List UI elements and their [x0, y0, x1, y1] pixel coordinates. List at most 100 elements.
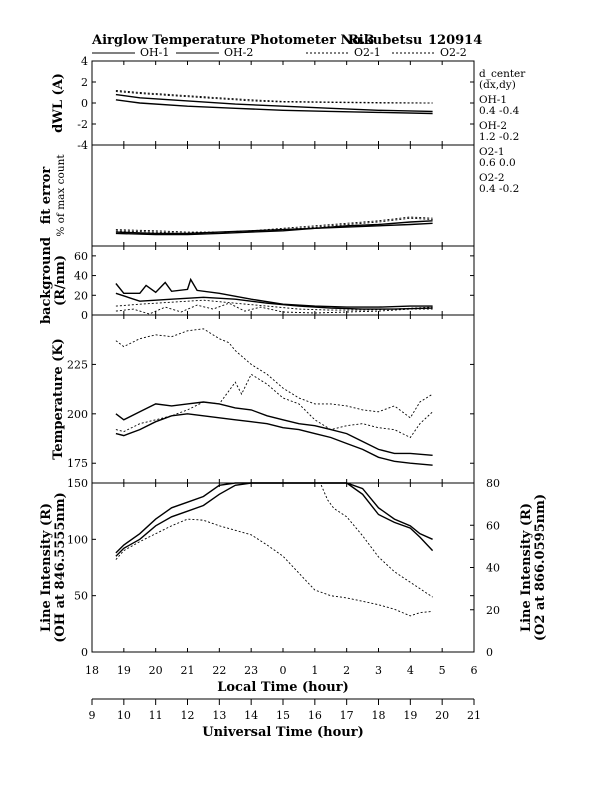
chart-title-instrument: Airglow Temperature Photometer No.3 — [91, 33, 374, 48]
chart-title-site: Rikubetsu — [348, 33, 422, 48]
y-right-tick-label: 20 — [486, 604, 500, 617]
series-line-dwl-o21 — [115, 91, 433, 104]
y-tick-label: 50 — [74, 590, 88, 603]
y-tick-label: 175 — [67, 457, 88, 470]
y-tick-label: 4 — [81, 55, 88, 68]
series-line-background-oh2 — [115, 292, 433, 310]
series-line-line_intensity-o21 — [115, 518, 433, 617]
y-tick-label: 100 — [67, 533, 88, 546]
y-axis-label-secondary: (OH at 846.5555nm) — [53, 492, 68, 642]
local-time-tick-label: 6 — [471, 664, 478, 677]
y-tick-label: -4 — [77, 139, 88, 152]
local-time-tick-label: 2 — [343, 664, 350, 677]
universal-time-tick-label: 20 — [435, 709, 449, 722]
universal-time-tick-label: 19 — [403, 709, 417, 722]
series-line-line_intensity-oh2 — [115, 482, 434, 557]
y-axis-label: fit error — [39, 167, 54, 225]
series-line-line_intensity-o22 — [320, 484, 433, 598]
y-right-axis-label: Line Intensity (R) — [519, 503, 534, 632]
local-time-tick-label: 1 — [311, 664, 318, 677]
side-info-oh2-value: 1.2 -0.2 — [479, 131, 519, 143]
series-line-fit_error-o22 — [115, 216, 433, 233]
universal-time-tick-label: 9 — [89, 709, 96, 722]
side-info-oh1-value: 0.4 -0.4 — [479, 105, 520, 117]
side-info-o21-name: O2-1 — [479, 146, 505, 158]
local-time-axis-label: Local Time (hour) — [217, 680, 349, 695]
series-line-background-oh1 — [115, 277, 433, 308]
universal-time-tick-label: 18 — [372, 709, 386, 722]
y-right-tick-label: 40 — [486, 562, 500, 575]
side-info-oh1-name: OH-1 — [479, 94, 507, 106]
y-axis-label-secondary: % of max count — [55, 154, 67, 237]
local-time-tick-label: 19 — [117, 664, 131, 677]
side-info-o22-value: 0.4 -0.2 — [479, 183, 519, 195]
panel-dwl: 4 2 0 -2 -4 dWL (A) — [51, 55, 475, 152]
y-right-tick-label: 80 — [486, 477, 500, 490]
local-time-tick-label: 20 — [149, 664, 163, 677]
local-time-tick-label: 4 — [407, 664, 414, 677]
side-info-o22-name: O2-2 — [479, 172, 505, 184]
y-axis-label-secondary: (R/nm) — [53, 255, 68, 306]
y-tick-label: 0 — [81, 309, 88, 322]
panel-fit_error: fit error% of max count — [39, 144, 475, 247]
y-tick-label: -2 — [77, 118, 88, 131]
universal-time-tick-label: 16 — [308, 709, 322, 722]
universal-time-axis-label: Universal Time (hour) — [202, 725, 364, 740]
local-time-tick-label: 3 — [375, 664, 382, 677]
y-axis-label: Line Intensity (R) — [39, 503, 54, 632]
panel-frame-temperature — [91, 314, 475, 484]
universal-time-tick-label: 14 — [244, 709, 258, 722]
y-tick-label: 225 — [67, 358, 88, 371]
side-info-o21-value: 0.6 0.0 — [479, 157, 516, 169]
local-time-tick-label: 21 — [181, 664, 195, 677]
universal-time-tick-label: 21 — [467, 709, 481, 722]
y-axis-label: background — [39, 237, 54, 324]
series-line-temperature-o21 — [115, 328, 433, 419]
legend-label-o22: O2-2 — [440, 46, 467, 59]
local-time-tick-label: 23 — [244, 664, 258, 677]
side-info: d_center (dx,dy) OH-1 0.4 -0.4 OH-2 1.2 … — [479, 68, 526, 195]
series-line-fit_error-oh2 — [115, 220, 433, 236]
series-line-dwl-oh1 — [115, 99, 433, 115]
panel-frame-line_intensity — [91, 482, 475, 653]
universal-time-tick-label: 17 — [340, 709, 354, 722]
panel-background: 60 40 20 0 background (R/nm) — [39, 237, 475, 324]
legend-label-oh2: OH-2 — [224, 46, 253, 59]
side-info-header: d_center — [479, 68, 526, 80]
series-line-fit_error-oh1 — [115, 222, 433, 235]
side-info-oh2-name: OH-2 — [479, 120, 507, 132]
series-line-temperature-oh1 — [115, 401, 433, 456]
series-line-temperature-oh2 — [115, 413, 433, 466]
y-tick-label: 150 — [67, 477, 88, 490]
legend-label-oh1: OH-1 — [140, 46, 169, 59]
legend-label-o21: O2-1 — [354, 46, 381, 59]
y-axis-label: Temperature (K) — [51, 338, 66, 460]
y-tick-label: 0 — [81, 97, 88, 110]
y-tick-label: 40 — [74, 270, 88, 283]
universal-time-tick-label: 13 — [212, 709, 226, 722]
y-tick-label: 200 — [67, 408, 88, 421]
universal-time-tick-label: 12 — [181, 709, 195, 722]
y-axis-label: dWL (A) — [51, 73, 66, 133]
universal-time-tick-label: 11 — [149, 709, 163, 722]
series-line-background-o22 — [115, 299, 433, 311]
series-line-dwl-o22 — [115, 89, 433, 104]
series-line-dwl-oh2 — [115, 93, 433, 113]
universal-time-tick-label: 15 — [276, 709, 290, 722]
y-right-axis-label-secondary: (O2 at 866.0595nm) — [533, 494, 548, 641]
local-time-tick-label: 18 — [85, 664, 99, 677]
local-time-tick-label: 22 — [212, 664, 226, 677]
side-info-header-sub: (dx,dy) — [479, 79, 516, 91]
y-tick-label: 20 — [74, 289, 88, 302]
y-right-tick-label: 0 — [486, 646, 493, 659]
y-tick-label: 2 — [81, 76, 88, 89]
chart-title-date: 120914 — [428, 33, 482, 48]
y-tick-label: 0 — [81, 646, 88, 659]
series-line-fit_error-o21 — [115, 217, 433, 234]
universal-time-tick-label: 10 — [117, 709, 131, 722]
